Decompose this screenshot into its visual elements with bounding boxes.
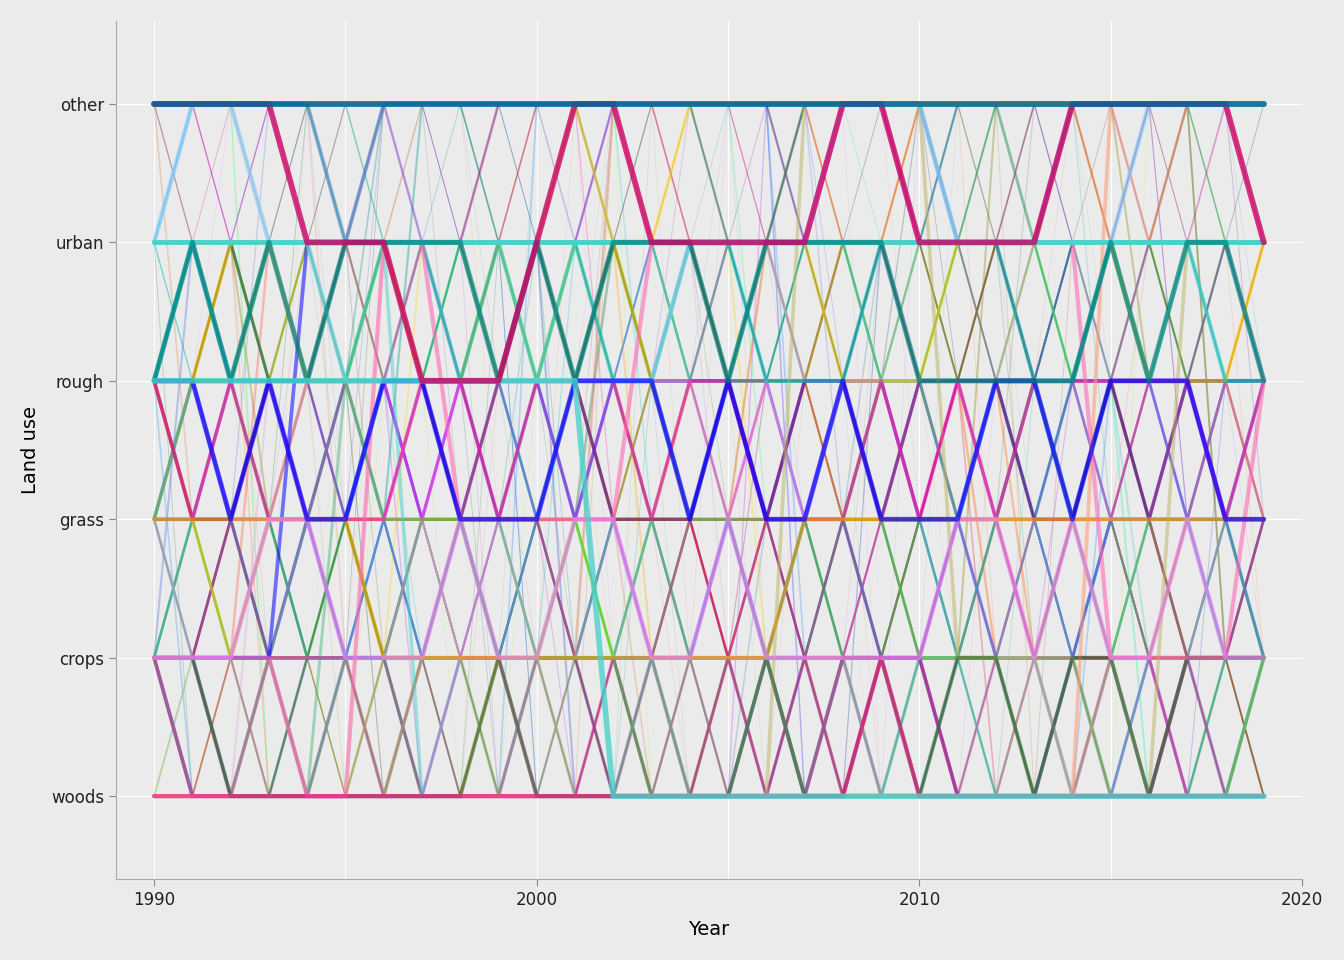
X-axis label: Year: Year xyxy=(688,921,730,939)
Y-axis label: Land use: Land use xyxy=(22,406,40,494)
